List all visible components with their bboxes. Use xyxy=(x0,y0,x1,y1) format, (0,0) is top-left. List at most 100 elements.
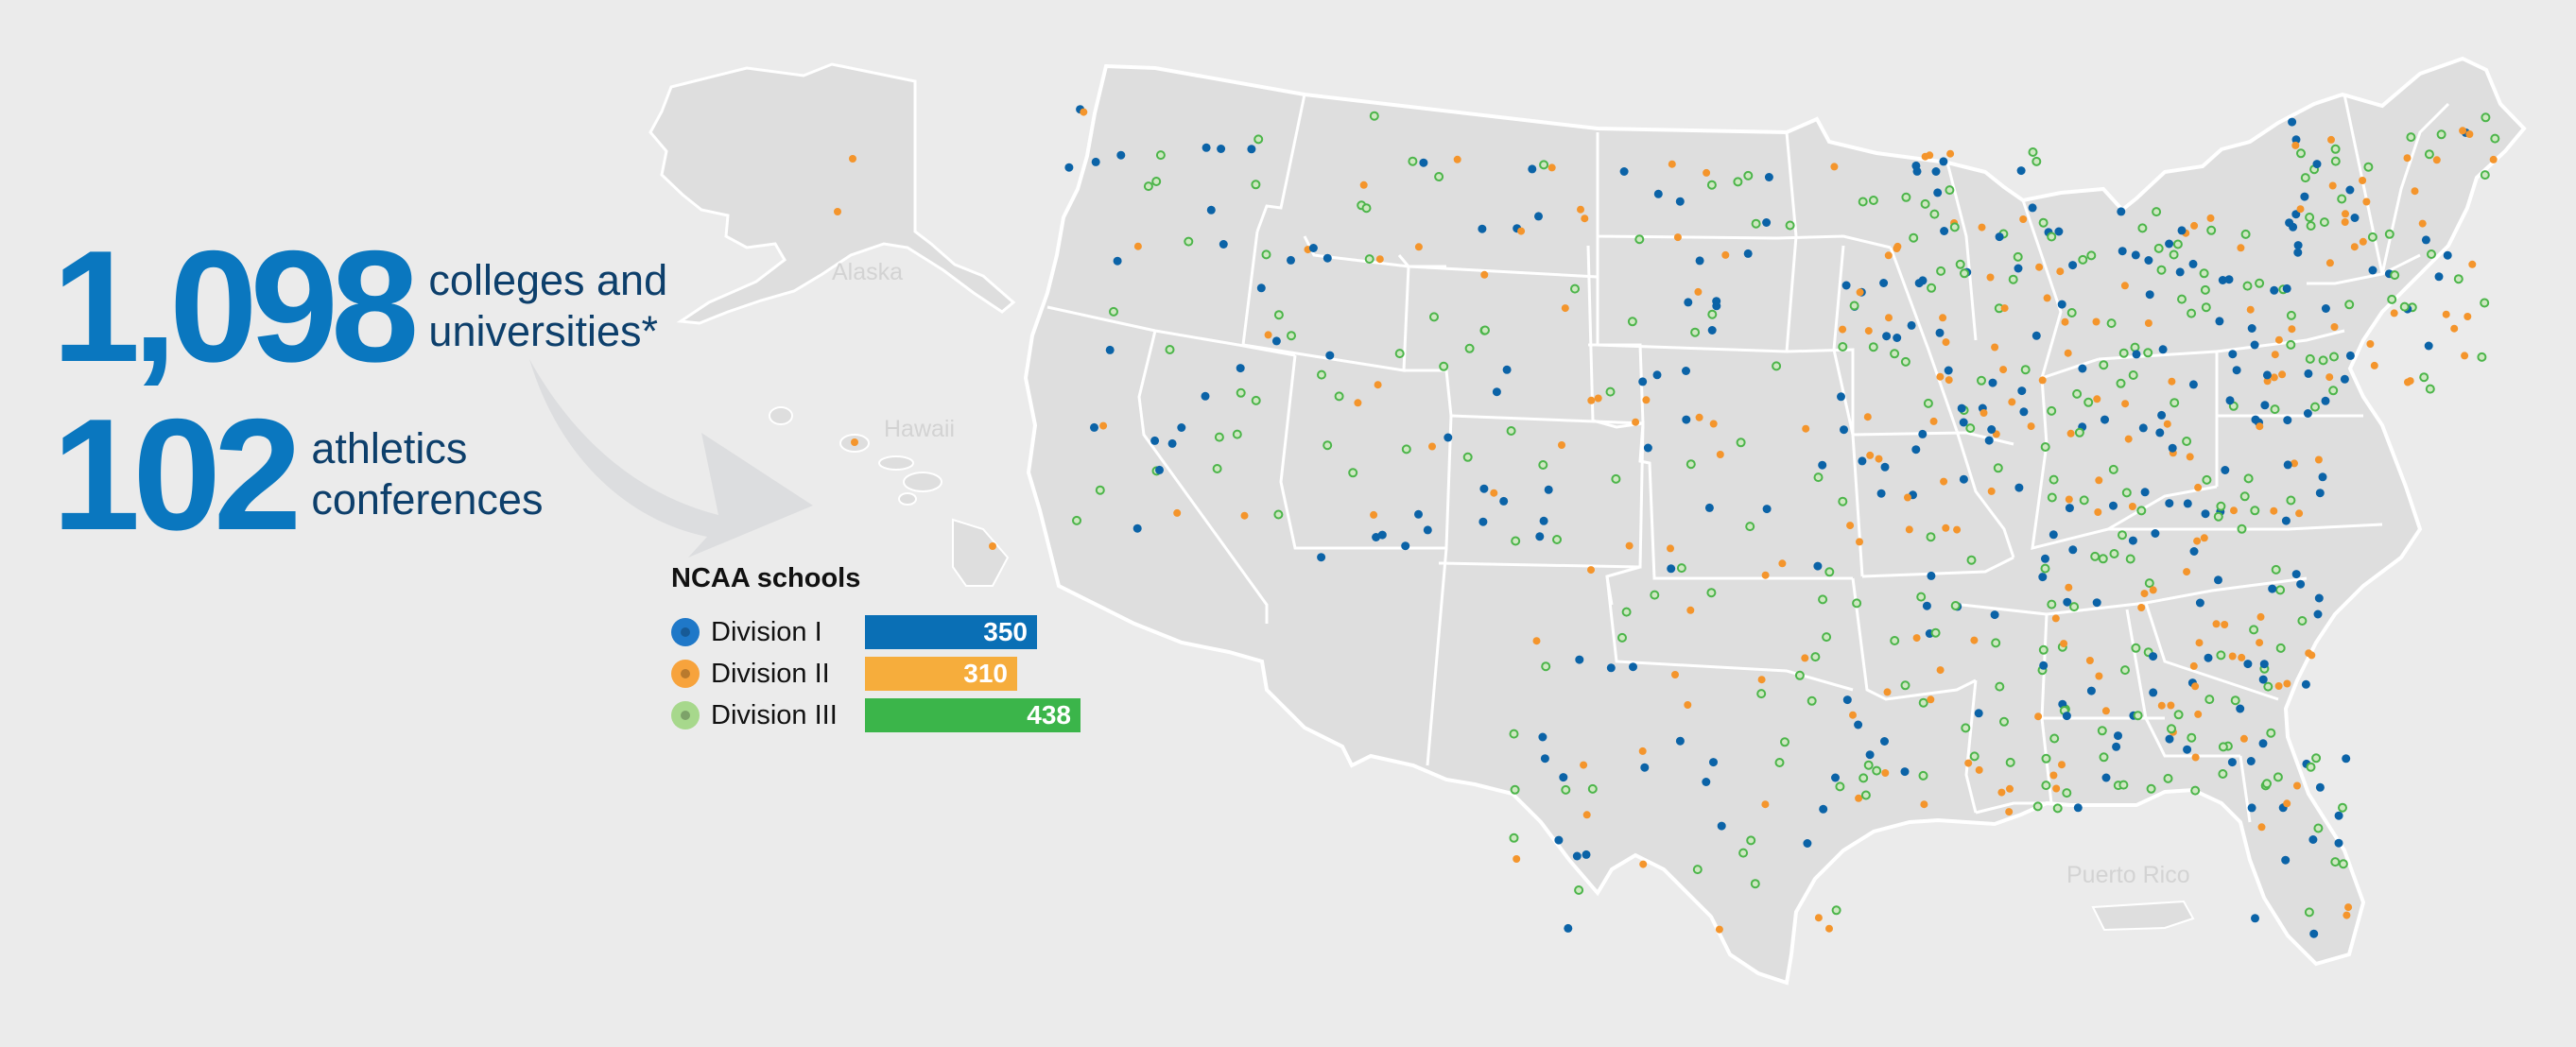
school-dot xyxy=(2345,351,2355,360)
school-dot xyxy=(1361,203,1372,214)
school-dot xyxy=(2257,823,2266,832)
school-dot xyxy=(2384,229,2394,239)
school-dot xyxy=(989,542,996,550)
school-dot xyxy=(2155,428,2165,438)
school-dot xyxy=(2194,483,2203,491)
school-dot xyxy=(1625,541,1634,550)
school-dot xyxy=(2182,437,2192,446)
school-dot xyxy=(2086,250,2097,261)
school-dot xyxy=(1940,227,1949,235)
school-dot xyxy=(1990,610,1999,620)
school-dot xyxy=(1582,811,1591,819)
school-dot xyxy=(2283,679,2291,688)
school-dot xyxy=(1478,224,1487,233)
school-dot xyxy=(1582,850,1591,859)
school-dot xyxy=(2242,281,2253,291)
school-dot xyxy=(1072,515,1081,525)
school-dot xyxy=(1912,166,1922,176)
school-dot xyxy=(2218,769,2228,779)
school-dot xyxy=(1969,751,1980,762)
school-dot xyxy=(1492,387,1501,397)
conferences-count: 102 xyxy=(52,386,302,563)
school-dot xyxy=(1807,695,1817,706)
school-dot xyxy=(2403,154,2412,163)
school-dot xyxy=(2168,377,2176,386)
school-dot xyxy=(2239,491,2250,502)
school-dot xyxy=(1253,134,1264,145)
school-dot xyxy=(2099,360,2109,370)
school-dot xyxy=(2136,506,2147,516)
school-dot xyxy=(1841,281,1851,290)
school-dot xyxy=(1831,905,1841,916)
school-dot xyxy=(1920,198,1930,209)
school-dot xyxy=(1818,460,1827,470)
school-dot xyxy=(2418,219,2427,228)
school-dot xyxy=(2390,270,2400,281)
school-dot xyxy=(2247,803,2256,813)
school-dot xyxy=(1746,835,1756,846)
school-dot xyxy=(1822,632,1832,643)
school-dot xyxy=(2297,616,2308,626)
school-dot xyxy=(1900,767,1910,777)
school-dot xyxy=(1813,561,1823,571)
school-dot xyxy=(1923,398,1933,408)
school-dot xyxy=(2214,575,2222,585)
school-dot xyxy=(1538,460,1548,470)
school-dot xyxy=(2270,404,2280,415)
school-dot xyxy=(1587,783,1598,794)
school-dot xyxy=(2039,661,2049,670)
school-dot xyxy=(2014,483,2024,492)
school-dot xyxy=(1905,525,1913,534)
school-dot xyxy=(1868,196,1878,205)
school-dot xyxy=(2237,524,2247,534)
school-dot xyxy=(1690,327,1701,337)
school-dot xyxy=(2260,401,2270,410)
school-dot xyxy=(2020,365,2031,375)
school-dot xyxy=(2117,207,2126,216)
school-dot xyxy=(2038,573,2048,582)
school-dot xyxy=(2128,503,2136,510)
school-dot xyxy=(1785,220,1795,231)
school-dot xyxy=(2296,148,2306,159)
school-dot xyxy=(2286,310,2296,320)
school-dot xyxy=(1881,769,1890,777)
school-dot xyxy=(2043,294,2051,302)
school-dot xyxy=(2090,551,2101,561)
school-dot xyxy=(851,438,858,446)
school-dot xyxy=(1761,800,1770,809)
school-dot xyxy=(2291,135,2301,145)
school-dot xyxy=(1575,655,1584,664)
school-dot xyxy=(2359,237,2367,246)
school-dot xyxy=(2206,214,2215,222)
school-dot xyxy=(1825,924,1833,933)
school-dot xyxy=(2031,331,2041,340)
school-dot xyxy=(1762,505,1772,514)
school-dot xyxy=(2027,422,2035,431)
school-dot xyxy=(1942,338,1950,347)
school-dot xyxy=(2019,407,2029,417)
school-dot xyxy=(1559,773,1568,782)
school-dot xyxy=(1936,666,1945,675)
school-dot xyxy=(2149,652,2158,661)
school-dot xyxy=(2425,384,2435,394)
school-dot xyxy=(1377,530,1387,540)
school-dot xyxy=(1629,662,1637,672)
school-dot xyxy=(1893,334,1902,342)
school-dot xyxy=(2490,133,2500,144)
school-dot xyxy=(1653,189,1663,198)
school-dot xyxy=(1408,156,1418,166)
school-dot xyxy=(1858,456,1867,466)
school-dot xyxy=(1506,426,1516,436)
school-dot xyxy=(2149,688,2158,697)
school-dot xyxy=(1942,524,1950,532)
school-dot xyxy=(2092,598,2101,608)
school-dot xyxy=(1852,598,1862,609)
school-dot xyxy=(2338,859,2348,869)
school-dot xyxy=(2101,773,2111,782)
colleges-label-line1: colleges and xyxy=(428,256,668,304)
school-dot xyxy=(1849,711,1857,719)
school-dot xyxy=(2152,207,2162,217)
school-dot xyxy=(2390,309,2398,318)
school-dot xyxy=(1694,287,1703,296)
